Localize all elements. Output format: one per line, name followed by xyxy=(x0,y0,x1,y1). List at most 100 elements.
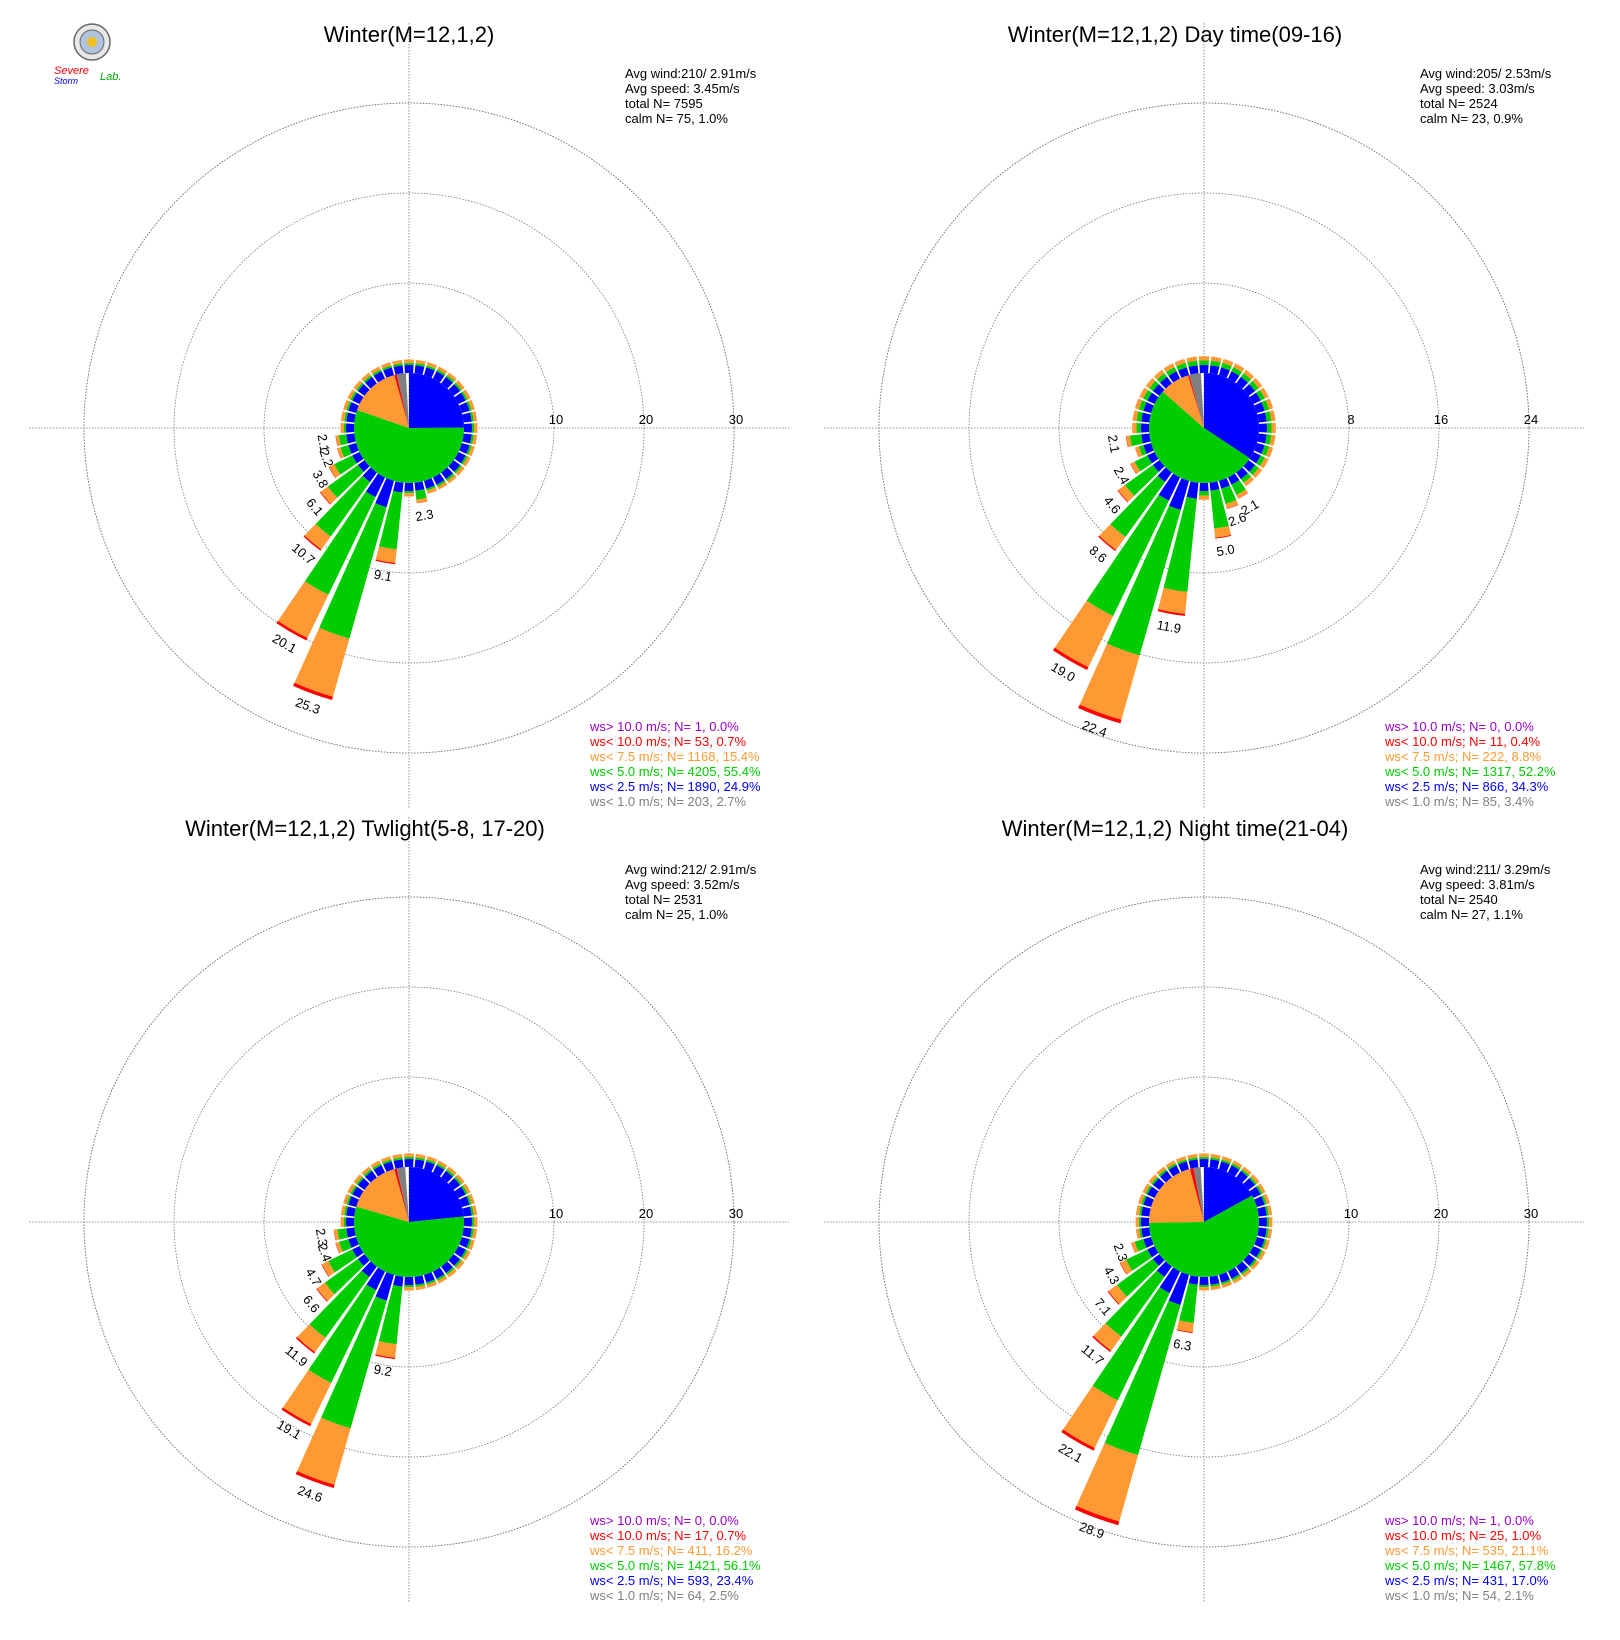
bar-segment xyxy=(415,363,425,367)
bar-segment xyxy=(1179,1283,1198,1323)
bar-segment xyxy=(1199,490,1209,496)
direction-bar xyxy=(459,1193,475,1208)
direction-bar: 2.1 xyxy=(315,433,356,453)
bar-segment xyxy=(1176,1329,1193,1334)
speed-share-pie xyxy=(1148,373,1259,484)
bar-segment xyxy=(1141,423,1150,433)
bar-segment xyxy=(454,1176,462,1186)
bar-segment xyxy=(1218,367,1230,378)
bar-segment xyxy=(1157,609,1186,616)
bar-segment xyxy=(1199,365,1209,374)
bar-segment xyxy=(447,474,457,484)
direction-bar xyxy=(347,1183,364,1199)
bar-segment xyxy=(448,1178,461,1190)
bar-segment xyxy=(393,363,403,367)
direction-bar xyxy=(1258,1216,1273,1228)
bar-segment xyxy=(375,546,397,563)
pie-slice xyxy=(357,374,409,428)
bar-segment xyxy=(1143,389,1152,401)
bar-segment xyxy=(1252,467,1263,479)
direction-bar xyxy=(463,1216,478,1228)
legend-entry: ws< 10.0 m/s; N= 53, 0.7% xyxy=(589,734,747,749)
bar-segment xyxy=(1261,1239,1267,1249)
bar-segment xyxy=(1131,1242,1136,1254)
bar-segment xyxy=(468,445,475,457)
bar-value-label: 2.2 xyxy=(316,447,336,469)
direction-bar: 25.3 xyxy=(293,478,395,717)
bar-segment xyxy=(1265,434,1272,445)
direction-bar xyxy=(454,1183,471,1199)
bar-segment xyxy=(1135,1205,1141,1216)
direction-bar xyxy=(1209,1275,1221,1291)
bar-segment xyxy=(1158,587,1188,614)
legend-entry: ws< 5.0 m/s; N= 1421, 56.1% xyxy=(589,1558,761,1573)
pie-slice xyxy=(1193,1167,1204,1222)
bar-segment xyxy=(393,481,404,493)
stats-line: Avg wind:212/ 2.91m/s xyxy=(625,862,757,877)
bar-segment xyxy=(461,1249,468,1259)
bar-segment xyxy=(468,1239,475,1251)
bar-segment xyxy=(1249,1258,1257,1268)
direction-bar xyxy=(370,1160,386,1177)
bar-value-label: 22.4 xyxy=(1080,717,1109,740)
bar-segment xyxy=(352,451,364,464)
direction-bar xyxy=(1257,433,1276,446)
panel-title: Winter(M=12,1,2) Twlight(5-8, 17-20) xyxy=(185,816,545,841)
bar-segment xyxy=(362,467,377,482)
bar-segment xyxy=(1198,495,1210,500)
direction-bar xyxy=(392,1153,404,1169)
bar-segment xyxy=(423,367,435,378)
bar-segment xyxy=(340,445,352,458)
direction-bar xyxy=(1138,1193,1154,1208)
direction-bar: 4.7 xyxy=(303,1245,364,1289)
stats-line: total N= 2524 xyxy=(1420,96,1498,111)
bar-segment xyxy=(1143,402,1154,414)
direction-bar: 11.7 xyxy=(1079,1261,1172,1368)
bar-segment xyxy=(436,480,446,487)
wind-rose-panel-4: Winter(M=12,1,2) Night time(21-04) 10 20 30… xyxy=(824,816,1584,1603)
bar-segment xyxy=(1120,1259,1133,1275)
bar-segment xyxy=(1175,1156,1187,1163)
speed-share-pie xyxy=(354,1167,465,1277)
bar-segment xyxy=(346,1195,352,1205)
bar-segment xyxy=(404,1284,414,1288)
direction-bar xyxy=(1174,358,1190,378)
bar-segment xyxy=(454,392,466,405)
bar-segment xyxy=(468,1193,475,1205)
bar-segment xyxy=(1254,1196,1265,1208)
bar-segment xyxy=(436,1163,446,1170)
bar-segment xyxy=(1254,402,1265,414)
bar-segment xyxy=(1198,1153,1210,1158)
bar-segment xyxy=(403,492,415,497)
bar-segment xyxy=(277,581,329,638)
bar-segment xyxy=(1134,398,1143,410)
panel-title: Winter(M=12,1,2) Night time(21-04) xyxy=(1002,816,1349,841)
bar-segment xyxy=(1134,446,1143,458)
bar-segment xyxy=(335,1241,343,1254)
legend-entry: ws> 10.0 m/s; N= 1, 0.0% xyxy=(589,719,739,734)
bar-segment xyxy=(1147,451,1159,464)
speed-share-pie xyxy=(1149,1167,1259,1277)
legend-entry: ws< 10.0 m/s; N= 11, 0.4% xyxy=(1384,734,1541,749)
legend-entry: ws< 7.5 m/s; N= 1168, 15.4% xyxy=(589,749,760,764)
bar-segment xyxy=(1243,369,1255,380)
bar-segment xyxy=(1242,1166,1252,1176)
bar-segment xyxy=(297,1324,326,1353)
bar-segment xyxy=(455,1174,465,1184)
direction-bar xyxy=(462,411,478,423)
bar-segment xyxy=(1187,1153,1198,1159)
stats-line: calm N= 75, 1.0% xyxy=(625,111,728,126)
direction-bar: 2.4 xyxy=(315,1236,359,1264)
bar-segment xyxy=(466,401,472,411)
bar-segment xyxy=(1199,1156,1209,1160)
bar-segment xyxy=(1141,433,1151,444)
bar-segment xyxy=(1240,473,1252,483)
bar-segment xyxy=(380,1156,392,1163)
bar-segment xyxy=(393,1157,403,1161)
direction-bar xyxy=(1254,1236,1270,1251)
bar-segment xyxy=(1218,1272,1230,1283)
bar-segment xyxy=(1152,1178,1165,1190)
bar-segment xyxy=(1210,356,1222,363)
legend-entry: ws< 1.0 m/s; N= 54, 2.1% xyxy=(1384,1588,1534,1603)
